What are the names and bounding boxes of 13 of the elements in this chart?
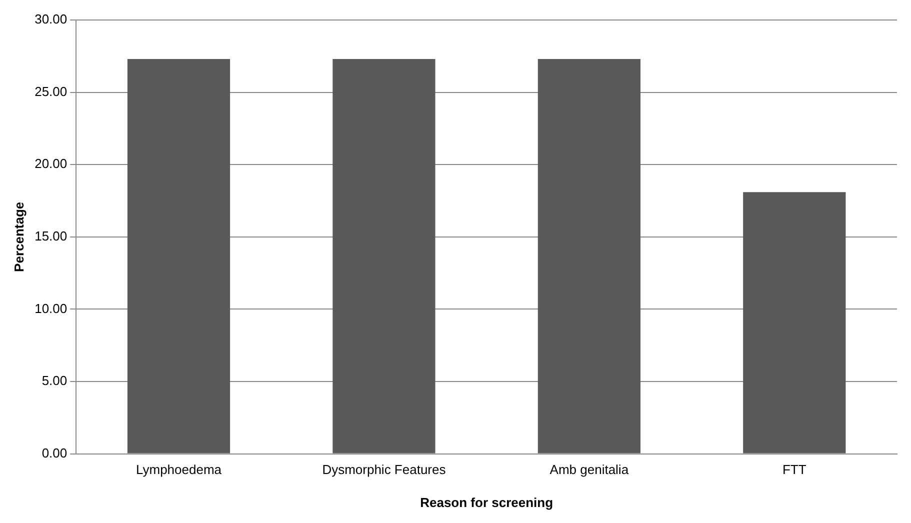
y-tick-label: 10.00 — [34, 300, 68, 316]
y-tick-label: 5.00 — [42, 373, 68, 388]
x-tick-label: Lymphoedema — [136, 462, 222, 478]
y-tick-label: 20.00 — [34, 156, 68, 172]
y-tick-label: 25.00 — [34, 84, 68, 99]
y-axis-title: Percentage — [11, 202, 26, 272]
y-tick-label: 15.00 — [34, 228, 68, 244]
y-tick-label: 30.00 — [34, 12, 68, 27]
x-tick-label: Amb genitalia — [550, 462, 630, 478]
y-tick-label: 0.00 — [42, 445, 68, 460]
x-tick-label: Dysmorphic Features — [322, 462, 446, 478]
x-axis-title: Reason for screening — [420, 494, 554, 510]
x-tick-label: FTT — [782, 462, 806, 478]
